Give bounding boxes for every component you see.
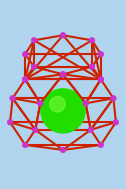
Circle shape (98, 51, 104, 57)
Circle shape (98, 142, 104, 148)
Circle shape (50, 97, 65, 112)
Circle shape (22, 77, 28, 82)
Circle shape (22, 77, 28, 82)
Circle shape (60, 72, 66, 77)
Circle shape (22, 51, 28, 57)
Circle shape (89, 64, 95, 70)
Circle shape (31, 38, 37, 43)
Circle shape (31, 64, 37, 70)
Circle shape (7, 119, 13, 125)
Circle shape (10, 95, 15, 101)
Circle shape (60, 72, 66, 77)
Circle shape (113, 119, 119, 125)
Circle shape (38, 101, 43, 106)
Circle shape (98, 77, 104, 82)
Circle shape (88, 127, 93, 132)
Circle shape (83, 101, 88, 106)
Circle shape (89, 38, 95, 43)
Circle shape (98, 77, 104, 82)
Circle shape (60, 147, 66, 153)
Circle shape (33, 127, 38, 132)
Circle shape (111, 95, 116, 101)
Circle shape (60, 33, 66, 38)
Circle shape (22, 142, 28, 148)
Circle shape (41, 89, 85, 133)
